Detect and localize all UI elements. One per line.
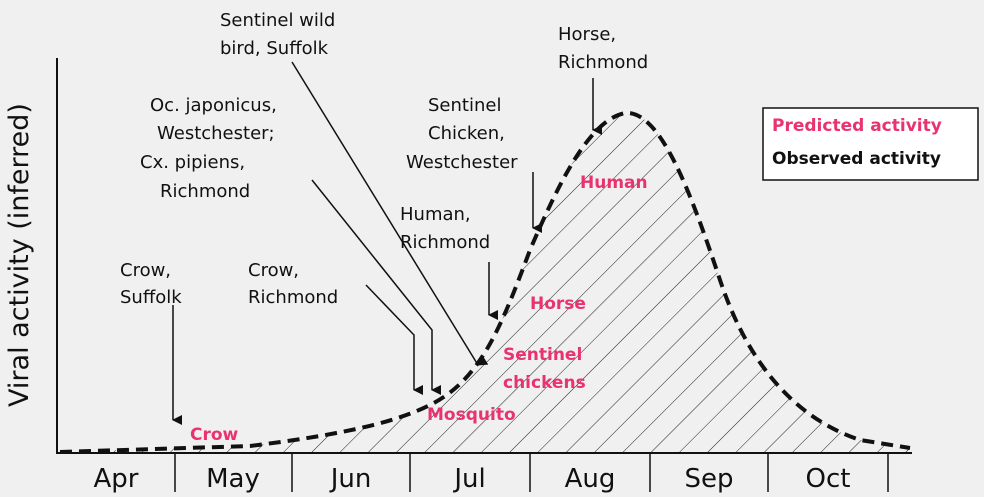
month-label: Oct [806,464,851,494]
annotation: Richmond [160,181,250,202]
annotation: Westchester [406,152,518,173]
legend-entry: Predicted activity [772,116,942,136]
predicted-label: chickens [503,373,586,393]
predicted-label: Horse [530,294,586,314]
arrows [172,61,602,425]
month-label: Jun [329,464,372,494]
annotation: Sentinel wild [220,10,335,31]
annotation: Oc. japonicus, [150,95,277,116]
activity-curve [59,110,911,454]
predicted-label: Sentinel [503,345,582,365]
annotation: Crow, [120,260,171,281]
annotation: Chicken, [428,123,505,144]
annotation: Suffolk [120,287,182,308]
annotation: Richmond [248,287,338,308]
annotation: Richmond [400,232,490,253]
annotation: Crow, [248,260,299,281]
predicted-label: Mosquito [427,405,516,425]
month-separators [174,453,889,492]
legend-box [762,107,979,181]
month-label: May [206,464,260,494]
month-label: Jul [452,464,485,494]
predicted-label: Human [580,173,648,193]
annotation: bird, Suffolk [220,38,329,59]
annotation: Cx. pipiens, [140,152,245,173]
hatched-area [60,112,910,452]
annotation: Sentinel [428,95,501,116]
annotation: Horse, [558,24,616,45]
legend-entry: Observed activity [772,149,941,169]
annotation: Westchester; [157,123,275,144]
y-axis-label: Viral activity (inferred) [4,103,35,407]
month-label: Sep [684,464,733,494]
annotation: Human, [400,204,471,225]
annotation: Richmond [558,52,648,73]
month-label: Aug [565,464,616,494]
month-label: Apr [94,464,139,494]
predicted-label: Crow [190,425,239,445]
